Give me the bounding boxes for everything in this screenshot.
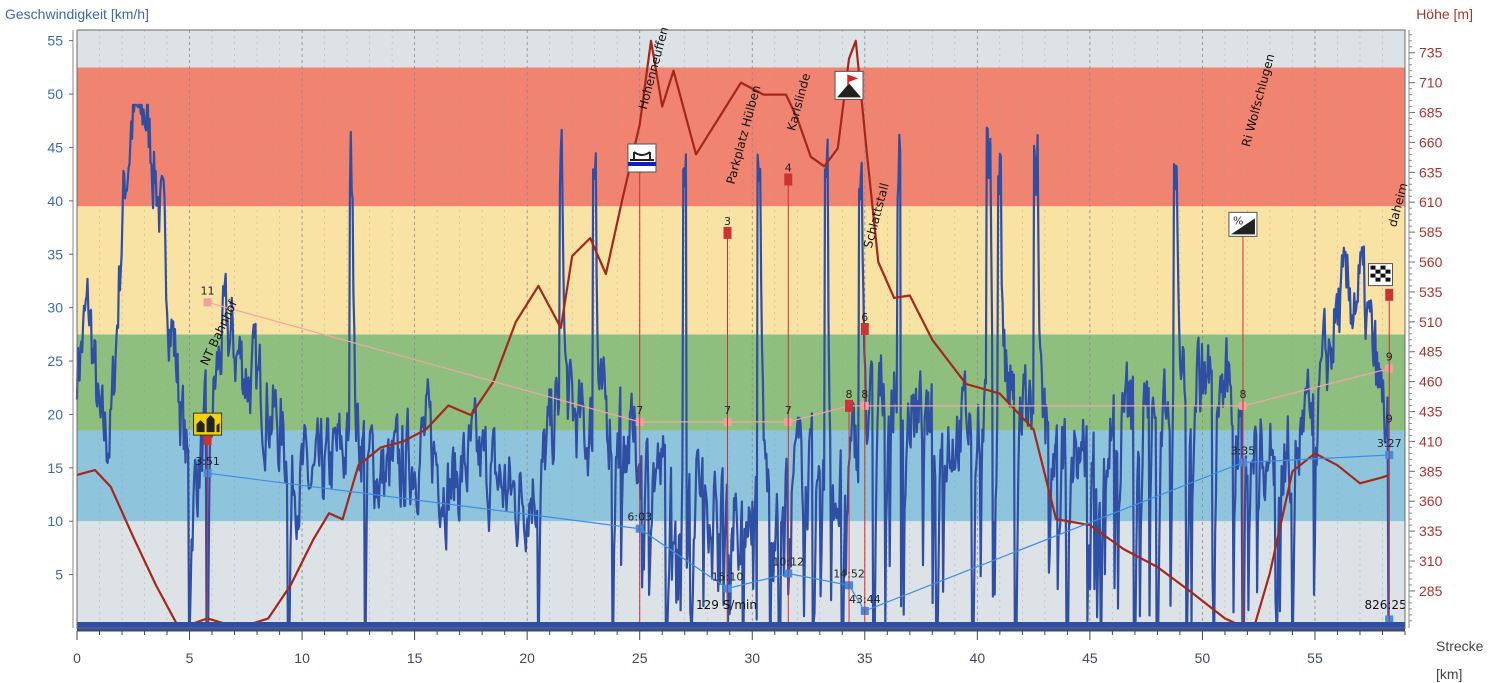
- annotation-label: 129 S/min: [696, 598, 757, 612]
- marker-time: 6:03: [627, 511, 652, 524]
- y-left-tick-label: 30: [47, 300, 63, 316]
- x-tick-label: 45: [1082, 650, 1098, 666]
- y-left-tick-label: 50: [47, 86, 63, 102]
- y-left-tick-label: 45: [47, 139, 63, 155]
- marker-flag: [1385, 288, 1394, 301]
- x-tick-label: 0: [73, 650, 81, 666]
- marker-number: 9: [1386, 412, 1393, 425]
- marker-time: 3:35: [1231, 444, 1256, 457]
- marker-number: 3: [724, 215, 731, 228]
- pulse-line: [207, 301, 1390, 423]
- marker-time: 43:44: [849, 593, 881, 606]
- y-right-tick-label: 660: [1419, 134, 1443, 150]
- speed-zones: [77, 30, 1405, 628]
- distance-bar: [77, 622, 1405, 631]
- y-right-tick-label: 510: [1419, 314, 1443, 330]
- altitude-series: [76, 39, 1390, 628]
- marker-number: 9: [1386, 351, 1393, 364]
- x-tick-label: 55: [1307, 650, 1323, 666]
- svg-text:%: %: [1233, 214, 1243, 227]
- marker-number: 7: [636, 404, 643, 417]
- axes: 0 5 10 15 20 25 30 35 40 45 50 55510152025303540455…: [47, 30, 1443, 666]
- y-left-tick-label: 15: [47, 460, 63, 476]
- y-right-tick-label: 710: [1419, 75, 1443, 91]
- marker-number: 11: [201, 284, 215, 297]
- summit-flag-icon: [834, 70, 864, 100]
- y-right-tick-label: 360: [1419, 493, 1443, 509]
- marker-number: 8: [861, 388, 868, 401]
- marker-time: 3:51: [195, 455, 220, 468]
- marker-flag: [784, 173, 793, 186]
- marker-number: 8: [846, 388, 853, 401]
- annotation-label: 826:25: [1364, 598, 1406, 612]
- waypoint-icons: %: [193, 70, 1393, 436]
- marker-number: 8: [1239, 388, 1246, 401]
- x-tick-label: 10: [294, 650, 310, 666]
- y-right-tick-label: 610: [1419, 194, 1443, 210]
- rest-stop-icon: [193, 412, 223, 436]
- plot-border: [76, 29, 1406, 629]
- marker-number: 7: [724, 404, 731, 417]
- y-left-tick-label: 40: [47, 193, 63, 209]
- bridge-icon: [627, 143, 657, 173]
- y-right-tick-label: 560: [1419, 254, 1443, 270]
- x-tick-label: 50: [1195, 650, 1211, 666]
- y-left-tick-label: 10: [47, 513, 63, 529]
- y-right-tick-label: 460: [1419, 374, 1443, 390]
- marker-number: 6: [861, 311, 868, 324]
- marker-time: 15:10: [712, 570, 744, 583]
- y-right-tick-label: 435: [1419, 404, 1443, 420]
- y-right-tick-label: 585: [1419, 224, 1443, 240]
- marker-number: 4: [785, 162, 792, 175]
- y-right-tick-label: 535: [1419, 284, 1443, 300]
- y-right-tick-label: 685: [1419, 105, 1443, 121]
- marker-time: 3:27: [1377, 437, 1402, 450]
- marker-flag: [845, 399, 854, 412]
- y-right-tick-label: 285: [1419, 583, 1443, 599]
- x-tick-label: 30: [744, 650, 760, 666]
- speed-series: [75, 103, 1390, 626]
- y-right-tick-label: 485: [1419, 344, 1443, 360]
- speed-zone-band: [77, 206, 1405, 335]
- y-left-tick-label: 20: [47, 406, 63, 422]
- x-tick-label: 20: [519, 650, 535, 666]
- y-left-tick-label: 55: [47, 33, 63, 49]
- marker-time: 10:12: [772, 556, 804, 569]
- finish-flag-icon: [1367, 263, 1393, 287]
- y-left-tick-label: 35: [47, 246, 63, 262]
- y-left-tick-label: 5: [55, 567, 63, 583]
- y-right-tick-label: 385: [1419, 463, 1443, 479]
- plot-frame: [76, 29, 1406, 631]
- marker-flag: [723, 226, 732, 239]
- x-tick-label: 40: [970, 650, 986, 666]
- y-axis-right-title: Höhe [m]: [1416, 6, 1473, 22]
- y-right-tick-label: 410: [1419, 433, 1443, 449]
- x-axis-title: Strecke: [1436, 638, 1484, 654]
- x-tick-label: 35: [857, 650, 873, 666]
- pulse-point: [203, 298, 212, 307]
- x-tick-label: 5: [186, 650, 194, 666]
- y-axis-left-title: Geschwindigkeit [km/h]: [5, 6, 149, 22]
- marker-time: 14:52: [833, 567, 865, 580]
- marker-flag: [860, 323, 869, 335]
- altitude-line: [76, 39, 1390, 628]
- y-left-tick-label: 25: [47, 353, 63, 369]
- gradient-icon: %: [1228, 211, 1258, 237]
- x-axis-unit: [km]: [1436, 666, 1462, 682]
- marker-number: 7: [785, 404, 792, 417]
- speed-zone-band: [77, 67, 1405, 207]
- speed-zone-band: [77, 30, 1405, 68]
- y-right-tick-label: 310: [1419, 553, 1443, 569]
- speed-line: [75, 103, 1390, 626]
- y-right-tick-label: 635: [1419, 164, 1443, 180]
- x-tick-label: 15: [407, 650, 423, 666]
- x-tick-label: 25: [632, 650, 648, 666]
- y-right-tick-label: 735: [1419, 45, 1443, 61]
- marker-flag: [203, 432, 212, 445]
- y-right-tick-label: 335: [1419, 523, 1443, 539]
